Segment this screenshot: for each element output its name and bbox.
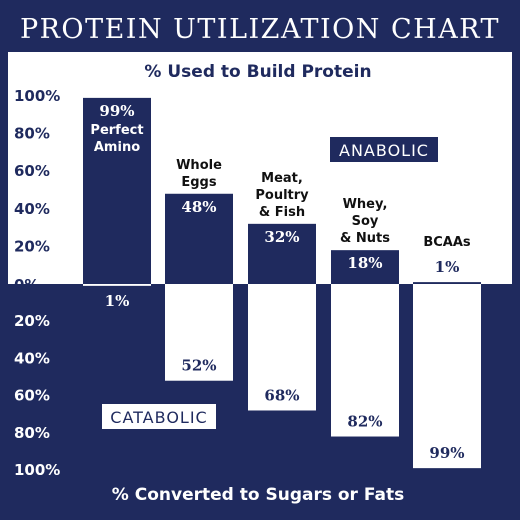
catabolic-bar (165, 284, 233, 381)
anabolic-bar (331, 250, 399, 284)
anabolic-value-label: 18% (347, 254, 382, 272)
catabolic-value-label: 1% (105, 292, 130, 310)
catabolic-value-label: 52% (181, 357, 216, 375)
tick-label-top: 40% (14, 200, 50, 218)
anabolic-bar (83, 97, 151, 284)
frame-left (0, 52, 8, 284)
tick-label-top: 80% (14, 125, 50, 143)
category-label: Whey, (343, 197, 388, 212)
tick-label-top: 0% (14, 276, 39, 294)
tick-label-top: 20% (14, 237, 50, 255)
category-label: Perfect (90, 123, 143, 138)
anabolic-value-label: 32% (264, 228, 299, 246)
category-label: & Fish (259, 205, 305, 220)
bars: 99% Perfect Amino 1% 48% Whole Eggs 52% 32% Meat,… (83, 97, 481, 469)
category-label: BCAAs (423, 235, 471, 250)
tick-label-top: 100% (14, 87, 60, 105)
tick-label-bottom: 100% (14, 461, 60, 479)
catabolic-label-text: CATABOLIC (110, 408, 207, 427)
tick-label-bottom: 20% (14, 312, 50, 330)
anabolic-value-label: 1% (435, 258, 460, 276)
catabolic-bar (248, 284, 316, 411)
tick-label-bottom: 40% (14, 349, 50, 367)
tick-label-bottom: 60% (14, 387, 50, 405)
anabolic-value-label: 99% (99, 102, 134, 120)
bar-group: 48% Whole Eggs 52% (165, 158, 233, 381)
category-label: Poultry (255, 188, 309, 203)
anabolic-value-label: 48% (181, 198, 216, 216)
catabolic-bar (413, 284, 481, 469)
subtitle-bottom: % Converted to Sugars or Fats (112, 485, 404, 505)
tick-label-bottom: 80% (14, 424, 50, 442)
subtitle-top: % Used to Build Protein (144, 62, 371, 82)
bar-group: 18% Whey, Soy & Nuts 82% (331, 197, 399, 437)
category-label: Soy (352, 214, 379, 229)
bar-group: 1% BCAAs 99% (413, 235, 481, 469)
bar-group: 99% Perfect Amino 1% (83, 97, 151, 310)
catabolic-bar (83, 284, 151, 286)
catabolic-value-label: 82% (347, 413, 382, 431)
anabolic-bar (413, 282, 481, 284)
catabolic-label: CATABOLIC (102, 404, 216, 429)
tick-label-top: 60% (14, 162, 50, 180)
anabolic-label: ANABOLIC (330, 137, 438, 162)
category-label: Whole (176, 158, 222, 173)
chart-title: PROTEIN UTILIZATION CHART (20, 14, 500, 45)
anabolic-bar (165, 193, 233, 284)
catabolic-value-label: 99% (429, 444, 464, 462)
category-label: Meat, (261, 171, 303, 186)
title-bar (0, 0, 520, 52)
category-label: Amino (94, 140, 140, 155)
y-axis-ticks: 100% 80% 60% 40% 20% 0% 20% 40% 60% 80% 100% (14, 87, 60, 479)
anabolic-bar (248, 223, 316, 284)
anabolic-label-text: ANABOLIC (339, 141, 429, 160)
category-label: & Nuts (340, 231, 390, 246)
catabolic-bar (331, 284, 399, 437)
catabolic-value-label: 68% (264, 386, 299, 404)
bar-group: 32% Meat, Poultry & Fish 68% (248, 171, 316, 411)
category-label: Eggs (181, 175, 216, 190)
frame-right (512, 52, 520, 284)
